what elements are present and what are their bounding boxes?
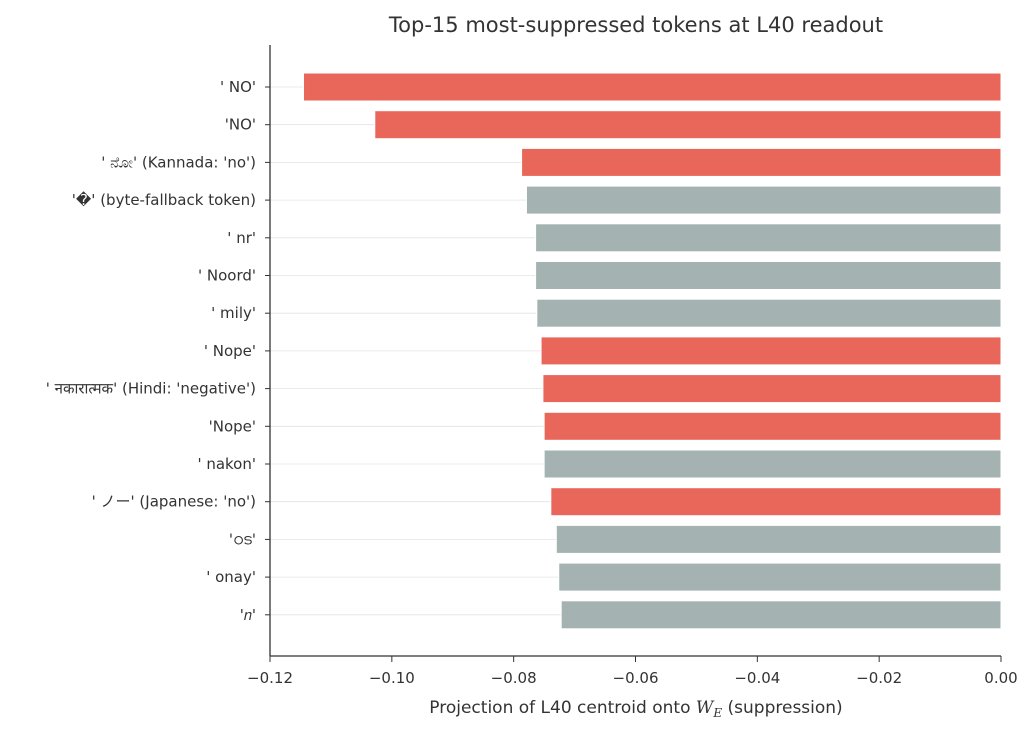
category-label: ' nakon' xyxy=(197,455,256,473)
bar xyxy=(535,261,1002,290)
category-label: ' Nope' xyxy=(204,342,256,360)
category-label: ' nr' xyxy=(227,229,256,247)
x-axis-label: Projection of L40 centroid onto WE (supp… xyxy=(429,698,842,720)
bar xyxy=(540,336,1002,366)
category-label: ' onay' xyxy=(206,568,256,586)
category-label: 'NO' xyxy=(225,116,256,134)
bar xyxy=(535,223,1002,253)
x-tick-label: −0.12 xyxy=(247,669,293,687)
bar xyxy=(525,185,1002,215)
category-label: ' ノー' (Japanese: 'no') xyxy=(92,493,256,511)
bar xyxy=(555,524,1002,554)
category-label: ' ನೋ' (Kannada: 'no') xyxy=(101,153,256,171)
x-tick-label: −0.08 xyxy=(491,669,537,687)
bar xyxy=(303,72,1002,102)
bar xyxy=(560,600,1002,630)
category-label: 'ഠട' xyxy=(229,530,256,548)
category-label: ' mily' xyxy=(211,304,256,322)
x-tick-label: −0.10 xyxy=(369,669,415,687)
bar xyxy=(543,411,1002,441)
category-label: ' नकारात्मक' (Hindi: 'negative') xyxy=(46,380,256,398)
category-label: ' NO' xyxy=(220,78,256,96)
x-tick-label: −0.06 xyxy=(613,669,659,687)
chart-title: Top-15 most-suppressed tokens at L40 rea… xyxy=(388,13,883,37)
bar xyxy=(521,147,1002,177)
category-labels: ' NO' 'NO' ' ನೋ' (Kannada: 'no') '�' (byte-… xyxy=(46,78,270,624)
bar xyxy=(558,562,1002,592)
bar xyxy=(374,110,1002,140)
x-tick-label: 0.00 xyxy=(984,669,1017,687)
bar xyxy=(550,487,1002,517)
bars xyxy=(303,72,1002,630)
x-tick-label: −0.02 xyxy=(856,669,902,687)
category-label: '�' (byte-fallback token) xyxy=(72,191,256,209)
x-tick-label: −0.04 xyxy=(734,669,780,687)
x-axis: −0.12 −0.10 −0.08 −0.06 −0.04 −0.02 0.00 xyxy=(247,656,1018,687)
category-label: '𝑛' xyxy=(240,606,256,624)
category-label: ' Noord' xyxy=(198,267,256,285)
bar xyxy=(543,449,1002,479)
bar xyxy=(542,374,1002,404)
category-label: 'Nope' xyxy=(209,417,256,435)
bar xyxy=(536,298,1002,328)
